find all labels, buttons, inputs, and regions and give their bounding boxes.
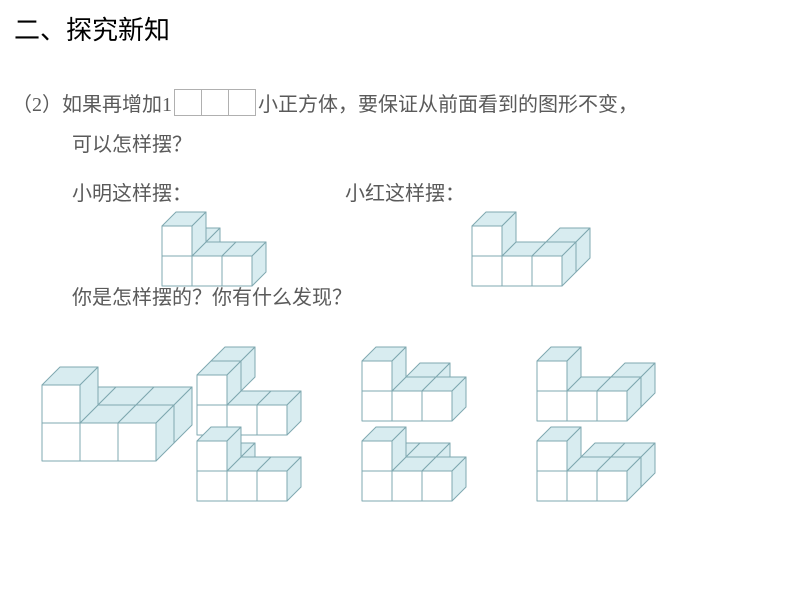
problem-line-1a: （2）如果再增加1 (12, 88, 172, 117)
problem-line-2: 可以怎样摆？ (72, 128, 192, 157)
inline-box (201, 89, 229, 116)
section-title: 二、探究新知 (14, 10, 170, 47)
problem-line-1: （2）如果再增加1 小正方体，要保证从前面看到的图形不变， (12, 88, 638, 117)
problem-line-3a: 小明这样摆： (72, 177, 192, 206)
inline-box (228, 89, 256, 116)
cube-figure-r2c1 (195, 425, 303, 508)
cube-figure-hong (470, 210, 592, 293)
cube-figure-r1c3 (360, 345, 468, 428)
cube-figure-r1c4 (535, 345, 657, 428)
cube-figure-r2c2 (360, 425, 468, 508)
inline-small-cubes (174, 89, 256, 116)
cube-figure-ming (160, 210, 268, 293)
inline-box (174, 89, 202, 116)
problem-line-1b: 小正方体，要保证从前面看到的图形不变， (258, 88, 638, 117)
cube-figure-r2c3 (535, 425, 657, 508)
cube-figure-r1c1 (40, 365, 194, 468)
problem-line-3b: 小红这样摆： (345, 177, 465, 206)
